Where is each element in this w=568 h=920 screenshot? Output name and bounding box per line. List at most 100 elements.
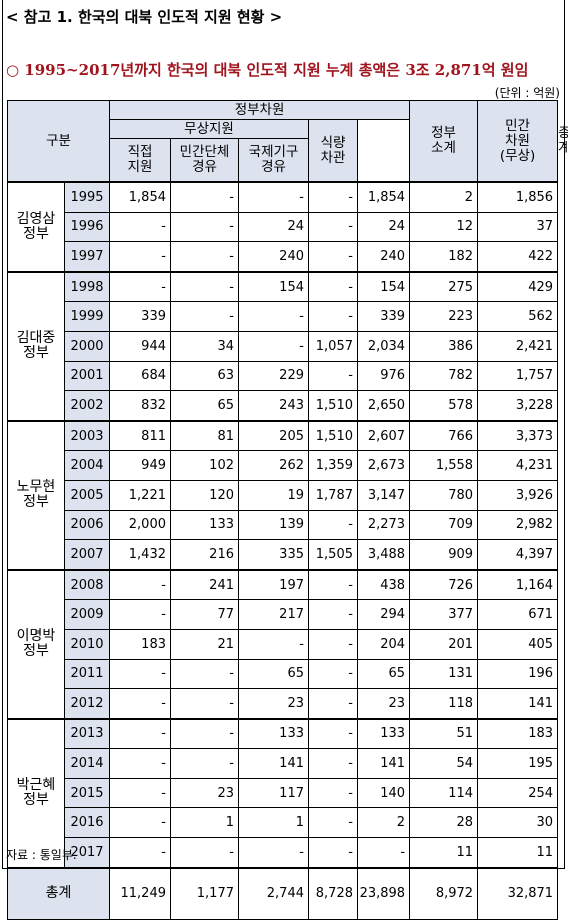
year-cell: 2012 bbox=[64, 688, 110, 720]
cell-total: 3,228 bbox=[477, 390, 559, 422]
cell-intl: 243 bbox=[238, 390, 309, 422]
year-cell: 2010 bbox=[64, 628, 110, 660]
table-row: 2001 684 63 229-976 782 1,757 bbox=[8, 360, 559, 392]
cell-direct: - bbox=[109, 658, 171, 690]
cell-private-org: - bbox=[170, 180, 239, 213]
cell-total: 1,757 bbox=[477, 360, 559, 392]
cell-gov-subtotal: 3,488 bbox=[356, 539, 411, 571]
administration-label: 김영삼 정부 bbox=[7, 181, 65, 273]
cell-gov-subtotal: 140 bbox=[356, 777, 411, 809]
table-row: 2002 832 65 243 1,510 2,650 578 3,228 bbox=[8, 390, 559, 422]
cell-food: - bbox=[308, 717, 358, 750]
table-body: 김영삼 정부 1995 1,854- - -1,854 2 1,856 1996- -24-24… bbox=[7, 180, 559, 869]
administration-label: 김대중 정부 bbox=[7, 270, 65, 422]
cell-direct: - bbox=[109, 270, 171, 303]
cell-private-org: - bbox=[170, 658, 239, 690]
cell-direct: - bbox=[109, 688, 171, 720]
table-row: 2012- -23-23 118 141 bbox=[8, 688, 559, 720]
cell-gov-subtotal: - bbox=[356, 837, 411, 869]
year-cell: 2008 bbox=[64, 568, 110, 601]
cell-gov-subtotal: 141 bbox=[356, 748, 411, 779]
totals-total: 32,871 bbox=[477, 866, 559, 920]
cell-gov-subtotal: 24 bbox=[356, 211, 411, 243]
table-row: 2017- - - - -11 11 bbox=[8, 837, 559, 869]
cell-private: 766 bbox=[409, 419, 479, 452]
year-cell: 2013 bbox=[64, 717, 110, 750]
summary-statement: ○ 1995~2017년까지 한국의 대북 인도적 지원 누계 총액은 3조 2… bbox=[6, 61, 529, 79]
year-cell: 1998 bbox=[64, 270, 110, 303]
table-row: 2007 1,432 216 335 1,505 3,488 909 4,397 bbox=[8, 539, 559, 571]
cell-gov-subtotal: 1,854 bbox=[356, 180, 411, 213]
cell-direct: 832 bbox=[109, 390, 171, 422]
header-gov-support: 정부차원 bbox=[108, 100, 411, 120]
year-cell: 2017 bbox=[64, 837, 110, 869]
cell-intl: 23 bbox=[238, 688, 309, 720]
cell-food: - bbox=[308, 180, 358, 213]
table-row: 2016-1 1-2 28 30 bbox=[8, 807, 559, 839]
table-row: 2014- -141-141 54 195 bbox=[8, 748, 559, 779]
cell-direct: 811 bbox=[109, 419, 171, 452]
aid-table: 구분 정부차원 정부 소계 민간 차원 (무상) 총계 무상지원 식량 차관 직… bbox=[7, 100, 568, 920]
cell-intl: 24 bbox=[238, 211, 309, 243]
cell-private-org: 133 bbox=[170, 509, 239, 541]
cell-intl: - bbox=[238, 180, 309, 213]
cell-direct: 339 bbox=[109, 301, 171, 332]
year-cell: 2000 bbox=[64, 330, 110, 362]
cell-private-org: 81 bbox=[170, 419, 239, 452]
cell-intl: 141 bbox=[238, 748, 309, 779]
cell-direct: - bbox=[109, 837, 171, 869]
cell-food: - bbox=[308, 211, 358, 243]
cell-private: 28 bbox=[409, 807, 479, 839]
cell-private: 1,558 bbox=[409, 450, 479, 481]
cell-gov-subtotal: 976 bbox=[356, 360, 411, 392]
cell-intl: 19 bbox=[238, 479, 309, 511]
cell-food: 1,505 bbox=[308, 539, 358, 571]
reference-heading: < 참고 1. 한국의 대북 인도적 지원 현황 > bbox=[6, 8, 283, 26]
cell-gov-subtotal: 3,147 bbox=[356, 479, 411, 511]
cell-private: 12 bbox=[409, 211, 479, 243]
cell-intl: 1 bbox=[238, 807, 309, 839]
cell-private: 782 bbox=[409, 360, 479, 392]
cell-total: 11 bbox=[477, 837, 559, 869]
year-cell: 1997 bbox=[64, 241, 110, 273]
cell-total: 562 bbox=[477, 301, 559, 332]
totals-gov-subtotal: 23,898 bbox=[356, 866, 411, 920]
table-row: 2000 944 34-1,057 2,034 386 2,421 bbox=[8, 330, 559, 362]
source-note: 자료 : 통일부. bbox=[6, 848, 77, 862]
cell-private-org: 216 bbox=[170, 539, 239, 571]
year-cell: 2006 bbox=[64, 509, 110, 541]
year-cell: 2003 bbox=[64, 419, 110, 452]
cell-total: 3,373 bbox=[477, 419, 559, 452]
year-cell: 1995 bbox=[64, 180, 110, 213]
year-cell: 2001 bbox=[64, 360, 110, 392]
cell-private: 114 bbox=[409, 777, 479, 809]
cell-total: 1,856 bbox=[477, 180, 559, 213]
totals-label: 총계 bbox=[7, 866, 110, 920]
cell-private-org: 63 bbox=[170, 360, 239, 392]
cell-private: 51 bbox=[409, 717, 479, 750]
year-cell: 2016 bbox=[64, 807, 110, 839]
cell-gov-subtotal: 2,673 bbox=[356, 450, 411, 481]
cell-private-org: 1 bbox=[170, 807, 239, 839]
cell-food: - bbox=[308, 628, 358, 660]
cell-food: - bbox=[308, 241, 358, 273]
header-via-private: 민간단체 경유 bbox=[170, 138, 239, 183]
cell-direct: 949 bbox=[109, 450, 171, 481]
cell-gov-subtotal: 2,273 bbox=[356, 509, 411, 541]
header-via-intl: 국제기구 경유 bbox=[238, 138, 309, 183]
cell-private: 54 bbox=[409, 748, 479, 779]
year-cell: 1999 bbox=[64, 301, 110, 332]
year-cell: 2009 bbox=[64, 599, 110, 630]
cell-food: - bbox=[308, 509, 358, 541]
cell-food: - bbox=[308, 777, 358, 809]
cell-total: 1,164 bbox=[477, 568, 559, 601]
cell-intl: 262 bbox=[238, 450, 309, 481]
cell-intl: 65 bbox=[238, 658, 309, 690]
table-row: 이명박 정부 2008-241 197-438 726 1,164 bbox=[7, 568, 559, 720]
cell-intl: - bbox=[238, 628, 309, 660]
cell-private: 377 bbox=[409, 599, 479, 630]
cell-direct: 684 bbox=[109, 360, 171, 392]
cell-private-org: - bbox=[170, 717, 239, 750]
header-category: 구분 bbox=[7, 100, 110, 183]
cell-food: - bbox=[308, 688, 358, 720]
